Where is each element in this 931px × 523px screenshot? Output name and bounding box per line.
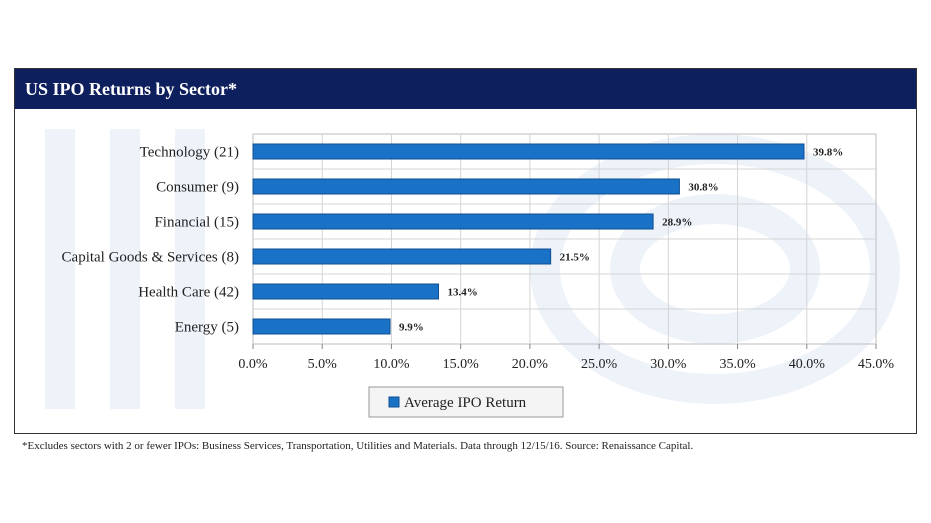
bar-chart: 0.0% 5.0% 10.0% 15.0% 20.0% 25.0% 30.0% 35.0% 40… [62,133,895,418]
x-tick-label: 40.0% [789,357,826,372]
x-tick-label: 10.0% [373,357,410,372]
x-tick-label: 25.0% [581,357,618,372]
x-tick-label: 5.0% [308,357,338,372]
bar [252,143,805,160]
category-label: Health Care (42) [138,285,239,301]
x-tick-label: 45.0% [858,357,895,372]
chart-frame: US IPO Returns by Sector* [14,68,917,434]
data-label: 39.8% [813,147,843,159]
x-tick-label: 0.0% [238,357,268,372]
x-tick-label: 20.0% [512,357,549,372]
bar [252,318,391,335]
bar [252,213,654,230]
bar [252,248,552,265]
data-label: 30.8% [688,182,718,194]
legend-box [368,386,564,418]
category-label: Technology (21) [140,145,239,161]
x-tick-label: 30.0% [650,357,687,372]
category-label: Energy (5) [175,320,239,336]
x-tick-label: 35.0% [719,357,756,372]
legend-label: Average IPO Return [404,395,527,411]
data-label: 21.5% [560,252,590,264]
chart-title: US IPO Returns by Sector* [15,69,916,109]
data-label: 13.4% [448,287,478,299]
bar [252,283,440,300]
data-label: 28.9% [662,217,692,229]
legend-swatch [388,396,400,408]
bar [252,178,680,195]
category-label: Capital Goods & Services (8) [62,250,239,266]
data-label: 9.9% [399,322,424,334]
x-tick-label: 15.0% [443,357,480,372]
category-label: Financial (15) [154,215,239,231]
category-label: Consumer (9) [156,180,239,196]
footnote: *Excludes sectors with 2 or fewer IPOs: … [22,440,694,452]
